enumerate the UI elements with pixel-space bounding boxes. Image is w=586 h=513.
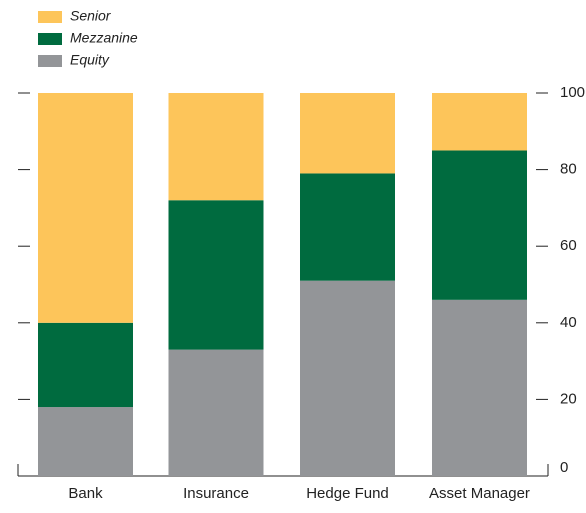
legend-swatch (38, 55, 62, 67)
y-tick-label: 100 (560, 84, 585, 101)
bar-segment (432, 93, 527, 151)
bar-segment (168, 200, 264, 350)
legend-label: Senior (70, 8, 112, 24)
legend-swatch (38, 33, 62, 45)
bar-segment (168, 349, 264, 476)
y-tick-label: 60 (560, 237, 577, 254)
legend-label: Equity (70, 52, 110, 68)
bar-segment (432, 299, 527, 476)
bar-segment (38, 407, 133, 476)
y-tick-label: 20 (560, 390, 577, 407)
x-tick-label: Hedge Fund (306, 485, 389, 502)
legend-swatch (38, 11, 62, 23)
legend-label: Mezzanine (70, 30, 138, 46)
y-tick-label: 0 (560, 459, 568, 476)
y-tick-label: 40 (560, 314, 577, 331)
y-tick-label: 80 (560, 161, 577, 178)
x-tick-label: Asset Manager (429, 485, 530, 502)
bar-segment (300, 173, 395, 281)
bar-segment (168, 93, 264, 201)
bar-segment (300, 280, 395, 476)
x-tick-label: Insurance (183, 485, 249, 502)
x-tick-label: Bank (68, 485, 103, 502)
bar-segment (38, 93, 133, 323)
bar-segment (432, 150, 527, 300)
bar-segment (38, 322, 133, 408)
bar-segment (300, 93, 395, 174)
